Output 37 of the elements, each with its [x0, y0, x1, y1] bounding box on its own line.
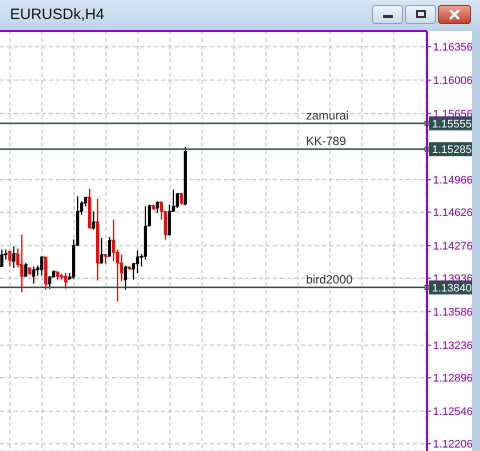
candlestick — [180, 192, 183, 206]
candlestick — [56, 270, 60, 280]
candlestick — [127, 266, 132, 270]
candlestick — [44, 256, 48, 290]
candlestick — [32, 266, 36, 284]
candlestick — [184, 146, 187, 206]
candlestick — [12, 246, 16, 269]
y-tick-label: 1.12896 — [433, 372, 473, 385]
y-tick-label: 1.13586 — [433, 306, 473, 319]
y-tick-label: 1.16006 — [433, 75, 473, 88]
y-tick-label: 1.14626 — [433, 207, 473, 220]
candlestick — [20, 234, 24, 293]
y-tick-label: 1.14276 — [433, 240, 473, 253]
candlestick — [40, 256, 44, 276]
candlestick — [64, 272, 68, 290]
y-tick-label: 1.16356 — [433, 42, 473, 54]
ref-line-label: bird2000 — [306, 272, 354, 286]
candlestick — [8, 250, 12, 267]
annotation: 1.13840 — [432, 282, 472, 294]
candlestick — [100, 237, 104, 264]
candlestick — [124, 265, 128, 290]
candlestick — [103, 253, 108, 264]
candlestick — [176, 192, 179, 209]
y-tick-label: 1.12546 — [433, 406, 473, 418]
candlestick — [28, 266, 32, 276]
ref-line-label: KK-789 — [306, 134, 346, 148]
y-tick-label: 1.14966 — [433, 174, 473, 187]
annotation: 1.15555 — [432, 118, 472, 130]
chart-title: EURUSDk,H4 — [10, 6, 104, 23]
candlestick — [24, 262, 28, 277]
candlestick — [108, 236, 112, 257]
candlestick — [0, 249, 4, 268]
candlestick — [151, 204, 156, 210]
ref-line-label: zamurai — [306, 108, 349, 122]
annotation: 1.15285 — [432, 144, 472, 156]
y-tick-label: 1.12206 — [433, 438, 473, 451]
y-tick-label: 1.13236 — [433, 340, 473, 352]
